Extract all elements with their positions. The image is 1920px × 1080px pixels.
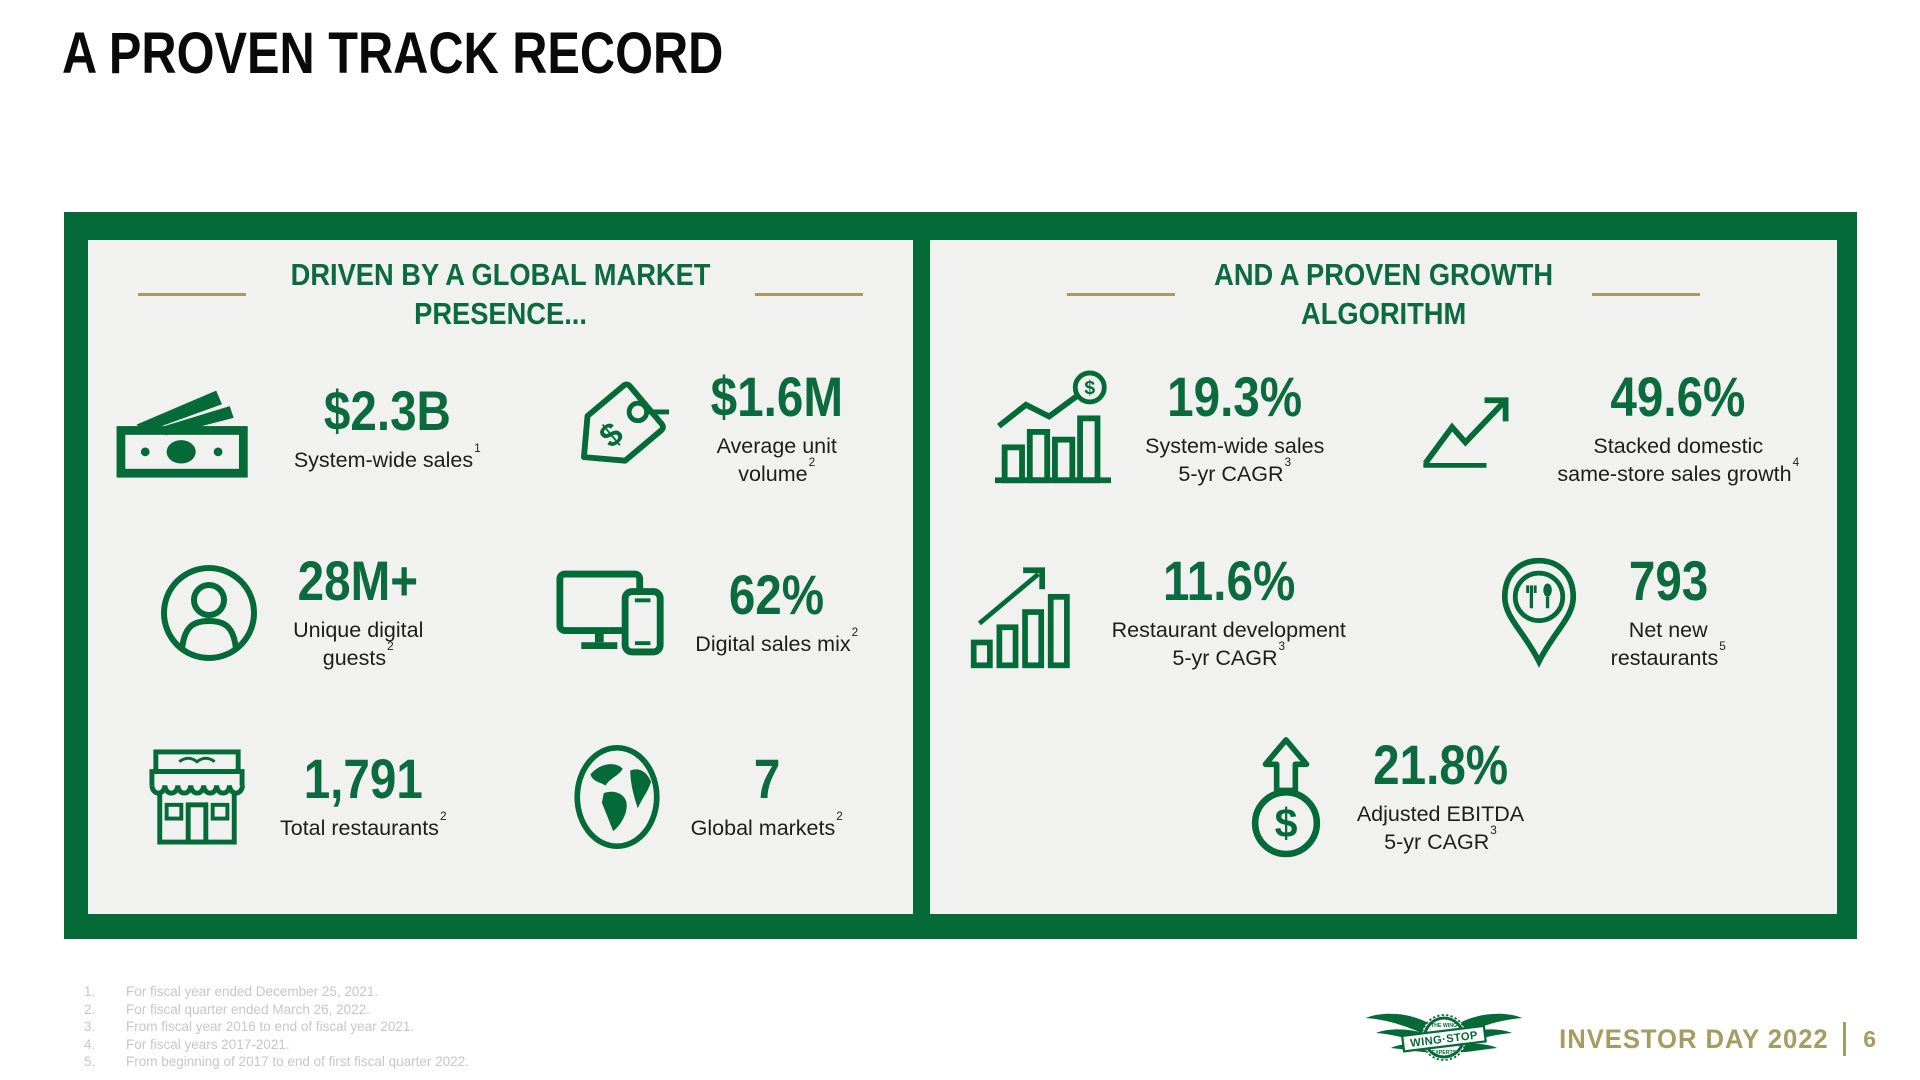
stat-value: 793 xyxy=(1628,549,1708,613)
left-panel-heading: DRIVEN BY A GLOBAL MARKET PRESENCE... xyxy=(88,255,913,333)
page-title: A PROVEN TRACK RECORD xyxy=(62,21,724,86)
stat-text: 793 Net new restaurants5 xyxy=(1611,553,1726,673)
cash-icon xyxy=(108,378,266,480)
stat-label: Adjusted EBITDA 5-yr CAGR3 xyxy=(1356,802,1525,855)
right-heading-line1: AND A PROVEN GROWTH xyxy=(1214,257,1553,292)
stat-unique-digital-guests: 28M+ Unique digital guests2 xyxy=(88,521,501,705)
stat-text: 21.8% Adjusted EBITDA 5-yr CAGR3 xyxy=(1357,737,1524,857)
stat-value: 21.8% xyxy=(1373,733,1508,797)
bar-chart-coin-icon: $ xyxy=(989,370,1117,488)
footer-divider xyxy=(1843,1022,1847,1056)
svg-text:THE WING: THE WING xyxy=(1431,1023,1457,1029)
stat-value: 62% xyxy=(729,563,825,627)
page-number: 6 xyxy=(1863,1025,1876,1052)
gold-rule-left xyxy=(1066,292,1175,296)
stat-value: $2.3B xyxy=(323,379,451,443)
footnote-5: 5. From beginning of 2017 to end of first… xyxy=(84,1054,469,1070)
gold-rule-right xyxy=(755,292,864,296)
left-stats-grid: $2.3B System-wide sales1 $ xyxy=(88,337,913,889)
stat-value: 28M+ xyxy=(298,549,419,613)
stat-text: $1.6M Average unit volume2 xyxy=(699,369,855,489)
right-heading-line2: ALGORITHM xyxy=(1300,296,1467,332)
stat-global-markets: 7 Global markets2 xyxy=(501,705,914,889)
slide-footer: THE WING EXPERTS WING·STOP INVESTOR DAY … xyxy=(1358,1006,1876,1072)
stat-value: $1.6M xyxy=(710,365,843,429)
stat-label: Net new restaurants5 xyxy=(1610,618,1726,671)
svg-text:$: $ xyxy=(1085,377,1096,399)
trend-arrow-icon xyxy=(1421,385,1529,473)
coin-arrow-icon: $ xyxy=(1243,736,1329,858)
pin-dining-icon xyxy=(1495,555,1583,671)
wingstop-logo: THE WING EXPERTS WING·STOP xyxy=(1358,1006,1530,1072)
gold-rule-right xyxy=(1592,292,1701,296)
right-panel-heading-text: AND A PROVEN GROWTH ALGORITHM xyxy=(1214,255,1553,333)
stat-net-new-restaurants: 793 Net new restaurants5 xyxy=(1384,521,1838,705)
stat-label: System-wide sales1 xyxy=(293,441,481,473)
person-icon xyxy=(159,563,259,663)
stat-text: 7 Global markets2 xyxy=(691,751,843,843)
footnote-3: 3. From fiscal year 2016 to end of fiscal… xyxy=(84,1019,415,1035)
panel-global-market: DRIVEN BY A GLOBAL MARKET PRESENCE... xyxy=(88,240,913,914)
stat-value: 1,791 xyxy=(303,747,423,811)
left-heading-line1: DRIVEN BY A GLOBAL MARKET xyxy=(290,257,711,292)
right-stats-grid: $ 19.3% System-wide sales 5-yr CAGR3 xyxy=(930,337,1837,889)
stat-label: Total restaurants2 xyxy=(279,809,447,841)
stat-average-unit-volume: $ $1.6M Average unit volume2 xyxy=(501,337,914,521)
stat-label: Stacked domestic same-store sales growth… xyxy=(1557,434,1800,487)
stat-label: Average unit volume2 xyxy=(716,434,837,487)
globe-icon xyxy=(571,744,663,850)
stat-label: System-wide sales 5-yr CAGR3 xyxy=(1145,434,1325,487)
stat-stacked-same-store-growth: 49.6% Stacked domestic same-store sales … xyxy=(1384,337,1838,521)
stat-text: 1,791 Total restaurants2 xyxy=(280,751,447,843)
stat-digital-sales-mix: 62% Digital sales mix2 xyxy=(501,521,914,705)
footnote-4: 4. For fiscal years 2017-2021. xyxy=(84,1036,290,1052)
stat-text: 19.3% System-wide sales 5-yr CAGR3 xyxy=(1145,369,1324,489)
stat-label: Global markets2 xyxy=(690,809,843,841)
svg-text:$: $ xyxy=(1274,800,1297,846)
panel-growth-algorithm: AND A PROVEN GROWTH ALGORITHM $ xyxy=(930,240,1837,914)
svg-text:EXPERTS: EXPERTS xyxy=(1431,1050,1456,1056)
storefront-icon xyxy=(142,748,252,846)
stat-value: 7 xyxy=(753,747,780,811)
footnote-1: 1. For fiscal year ended December 25, 202… xyxy=(84,984,379,999)
stat-text: 62% Digital sales mix2 xyxy=(695,567,858,659)
footer-label: INVESTOR DAY 2022 xyxy=(1558,1023,1829,1054)
devices-icon xyxy=(555,568,667,658)
stat-total-restaurants: 1,791 Total restaurants2 xyxy=(88,705,501,889)
stat-text: 28M+ Unique digital guests2 xyxy=(287,553,429,673)
left-panel-heading-text: DRIVEN BY A GLOBAL MARKET PRESENCE... xyxy=(291,255,711,333)
stat-label: Digital sales mix2 xyxy=(695,625,859,657)
stat-system-wide-sales: $2.3B System-wide sales1 xyxy=(88,337,501,521)
left-heading-line2: PRESENCE... xyxy=(414,296,587,332)
stat-text: 11.6% Restaurant development 5-yr CAGR3 xyxy=(1112,553,1346,673)
stat-value: 49.6% xyxy=(1610,365,1746,429)
stat-restaurant-development-cagr: 11.6% Restaurant development 5-yr CAGR3 xyxy=(930,521,1384,705)
stat-label: Restaurant development 5-yr CAGR3 xyxy=(1111,618,1346,671)
price-tag-icon: $ xyxy=(559,373,671,485)
bars-arrow-icon xyxy=(968,555,1084,671)
stat-text: 49.6% Stacked domestic same-store sales … xyxy=(1557,369,1799,489)
stat-text: $2.3B System-wide sales1 xyxy=(294,383,481,475)
stats-frame: DRIVEN BY A GLOBAL MARKET PRESENCE... xyxy=(64,212,1857,939)
footnote-2: 2. For fiscal quarter ended March 26, 202… xyxy=(84,1001,370,1017)
svg-text:$: $ xyxy=(593,415,631,455)
footnotes: 1. For fiscal year ended December 25, 202… xyxy=(84,983,469,1071)
right-panel-heading: AND A PROVEN GROWTH ALGORITHM xyxy=(930,255,1837,333)
stat-value: 11.6% xyxy=(1162,549,1295,613)
stat-adjusted-ebitda-cagr: $ 21.8% Adjusted EBITDA 5-yr CAGR3 xyxy=(930,705,1837,889)
stat-system-wide-sales-cagr: $ 19.3% System-wide sales 5-yr CAGR3 xyxy=(930,337,1384,521)
gold-rule-left xyxy=(137,292,246,296)
stat-value: 19.3% xyxy=(1167,365,1303,429)
stat-label: Unique digital guests2 xyxy=(293,618,424,671)
